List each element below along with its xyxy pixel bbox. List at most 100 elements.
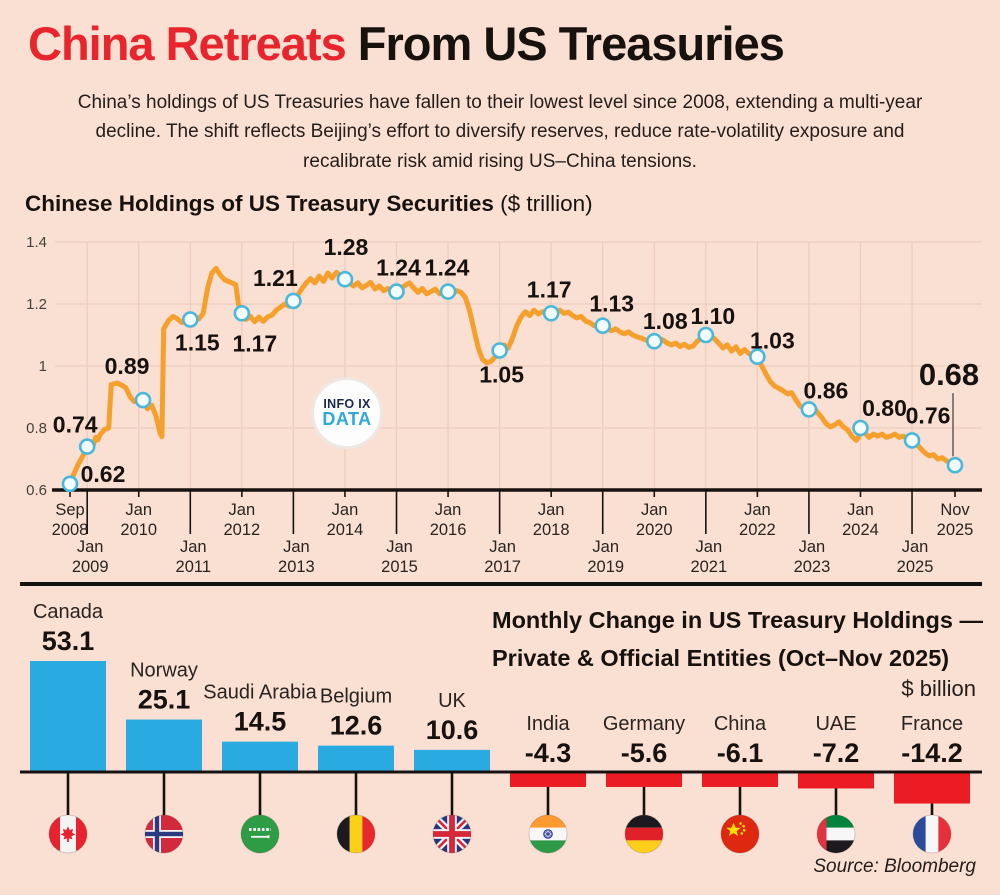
line-chart-title-unit: ($ trillion) — [493, 191, 593, 216]
bar-value-label: -4.3 — [525, 738, 572, 768]
x-tick-label: 2024 — [842, 521, 879, 539]
flag-border — [432, 814, 472, 854]
bar-value-label: -14.2 — [901, 738, 963, 768]
x-tick-label: Jan — [77, 538, 104, 556]
x-tick-label: Jan — [847, 501, 874, 519]
bar-name-label: France — [901, 713, 963, 735]
bar-norway — [126, 719, 202, 772]
flag-border — [624, 814, 664, 854]
bar-uae — [798, 773, 874, 789]
page-title: China Retreats From US Treasuries — [28, 16, 785, 71]
x-tick-label: Jan — [435, 501, 462, 519]
x-tick-label: Jan — [125, 501, 152, 519]
flag-saudi-icon — [240, 814, 280, 854]
flag-border — [336, 814, 376, 854]
bar-germany — [606, 773, 682, 787]
data-point-marker — [749, 348, 766, 365]
bar-name-label: Germany — [603, 713, 685, 735]
bar-france — [894, 773, 970, 804]
bar-value-label: -5.6 — [621, 738, 668, 768]
bar-chart-title: Monthly Change in US Treasury Holdings —… — [492, 607, 983, 671]
x-tick-label: 2022 — [739, 521, 776, 539]
data-point-marker — [61, 475, 79, 493]
flag-france-icon — [912, 814, 952, 854]
page-title-accent: China Retreats — [28, 17, 347, 70]
x-tick-label: 2010 — [120, 521, 157, 539]
x-tick-label: Jan — [902, 538, 929, 556]
bar-india — [510, 773, 586, 787]
data-point-label: 1.17 — [527, 276, 572, 302]
x-tick-label: 2020 — [636, 521, 673, 539]
data-point-marker — [946, 456, 964, 474]
line-chart: 1.41.210.80.6Sep2008Jan2010Jan2012Jan201… — [26, 234, 982, 576]
x-tick-label: 2017 — [484, 558, 521, 576]
data-point-label: 0.89 — [105, 353, 150, 379]
data-point-marker — [903, 432, 921, 449]
x-tick-label: 2025 — [937, 521, 974, 539]
x-tick-label: Jan — [283, 538, 310, 556]
data-point-marker — [697, 326, 715, 344]
y-tick-label: 0.6 — [26, 482, 47, 499]
data-point-label: 1.13 — [589, 291, 634, 317]
logo-line2: DATA — [322, 408, 372, 429]
bar-name-label: India — [526, 713, 570, 735]
data-point-label: 0.74 — [53, 412, 98, 438]
x-tick-label: Sep — [55, 501, 84, 519]
data-point-label: 1.21 — [253, 265, 298, 291]
x-tick-label: 2021 — [690, 558, 727, 576]
data-point-label: 0.62 — [81, 461, 126, 487]
bar-value-label: 10.6 — [426, 715, 479, 745]
data-point-marker — [78, 438, 96, 455]
flag-norway-icon — [144, 814, 184, 854]
bar-chart: Canada 53.1 Norway 25.1 Saudi Arabia 14.5 Belg… — [20, 601, 982, 854]
data-point-label: 1.24 — [376, 255, 421, 281]
data-point-marker — [233, 305, 251, 322]
y-tick-label: 1 — [39, 358, 47, 375]
flag-uae-icon — [816, 814, 856, 854]
bar-name-label: UK — [438, 690, 466, 712]
x-tick-label: Jan — [538, 501, 565, 519]
data-point-label: 1.17 — [232, 330, 277, 356]
data-point-label: 0.80 — [862, 395, 907, 421]
x-tick-label: 2019 — [587, 558, 624, 576]
x-tick-label: 2018 — [533, 521, 570, 539]
data-point-marker — [852, 419, 869, 437]
flag-border — [816, 814, 856, 854]
data-point-marker — [800, 401, 818, 418]
logo-line1: INFO IX — [323, 396, 371, 411]
x-tick-label: 2015 — [381, 558, 418, 576]
flag-border — [144, 814, 184, 854]
y-tick-label: 0.8 — [26, 420, 47, 437]
x-tick-label: 2023 — [794, 558, 831, 576]
x-tick-label: 2014 — [327, 521, 364, 539]
x-tick-label: Jan — [799, 538, 826, 556]
data-point-marker — [594, 317, 612, 334]
bar-name-label: Belgium — [320, 686, 392, 708]
y-tick-label: 1.4 — [26, 234, 47, 251]
data-point-label: 1.24 — [425, 255, 470, 281]
x-tick-label: 2011 — [176, 558, 211, 576]
line-chart-title: Chinese Holdings of US Treasury Securiti… — [25, 191, 593, 217]
section-divider — [20, 582, 982, 586]
x-tick-label: 2012 — [223, 521, 260, 539]
bar-value-label: 53.1 — [42, 626, 95, 656]
infoix-data-logo: INFO IX DATA — [311, 377, 383, 449]
bar-china — [702, 773, 778, 787]
flag-belgium-icon — [336, 814, 376, 854]
data-point-label: 1.10 — [690, 303, 735, 329]
data-point-marker — [285, 292, 302, 310]
flag-india-icon — [528, 814, 568, 854]
x-tick-label: Jan — [489, 538, 516, 556]
x-tick-label: 2009 — [72, 558, 109, 576]
line-chart-title-text: Chinese Holdings of US Treasury Securiti… — [25, 191, 494, 216]
x-tick-label: Jan — [592, 538, 619, 556]
bar-name-label: Canada — [33, 601, 104, 623]
bar-name-label: UAE — [815, 713, 856, 735]
bar-uk — [414, 749, 490, 772]
x-tick-label: 2025 — [897, 558, 934, 576]
bar-name-label: China — [714, 713, 767, 735]
data-point-marker — [439, 283, 457, 300]
x-tick-label: Jan — [229, 501, 256, 519]
x-tick-label: Nov — [940, 501, 970, 519]
